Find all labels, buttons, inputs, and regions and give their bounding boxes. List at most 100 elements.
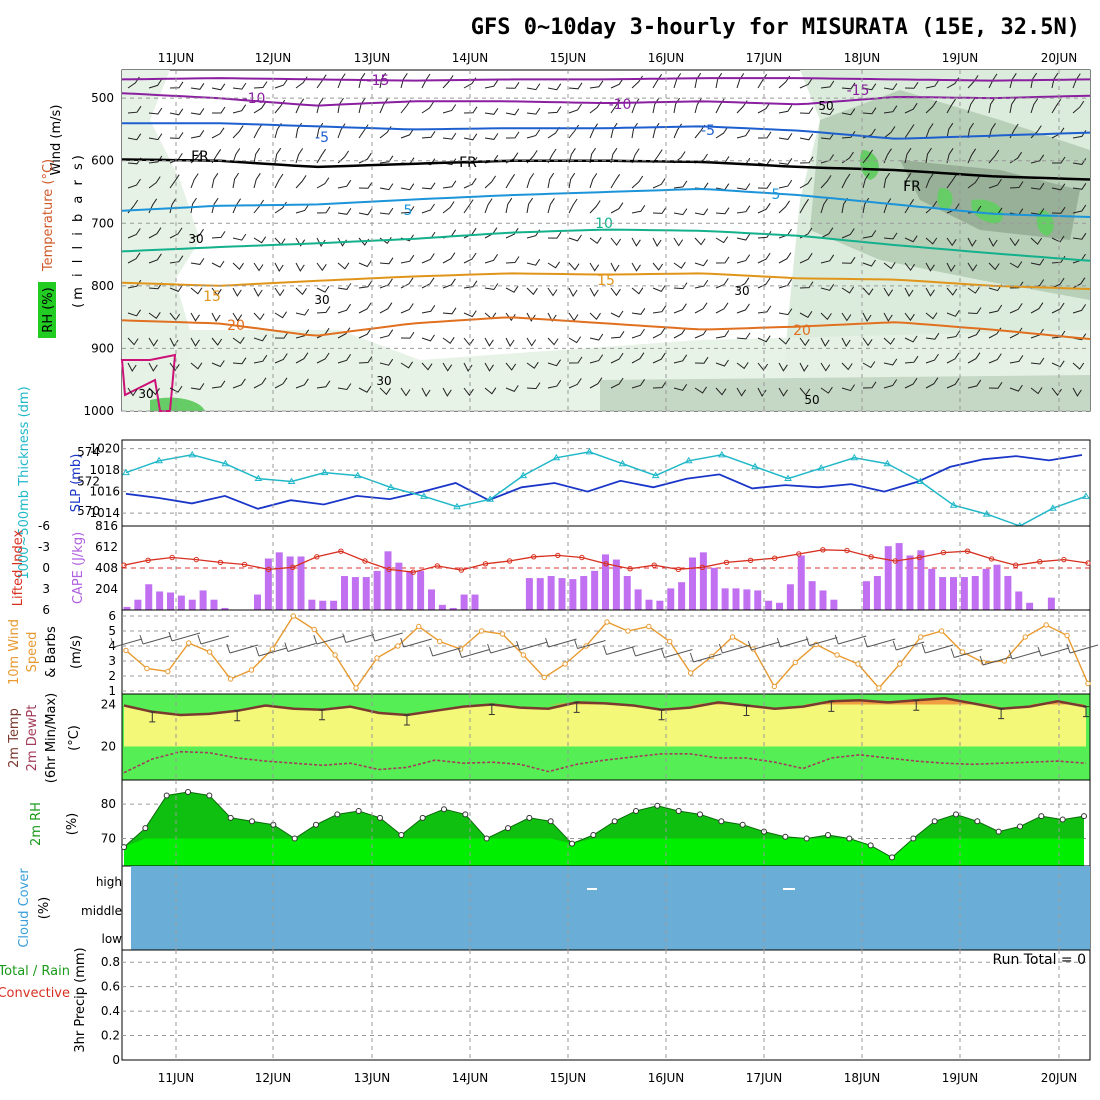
cape-bar [362,577,370,610]
wind-barb [841,131,856,139]
wind-barb [212,106,226,114]
wind-barb [337,123,346,139]
minmax-bar [234,710,241,722]
wind-barb-10m [805,636,838,646]
li-point [506,558,513,564]
wind-barb [673,261,686,269]
cape-tick: 816 [95,519,118,533]
rh-point [697,811,703,818]
thickness-point [353,471,362,479]
pressure-tick: 500 [91,91,114,105]
li-point [362,558,368,564]
minmax-bar [913,699,920,711]
wind-barb [631,237,641,247]
wind-barb [673,237,684,247]
date-label: 15JUN [550,51,587,65]
wind-barb [631,205,646,214]
wind-barb [274,262,284,272]
li-point [579,554,585,561]
wind-barb [316,122,324,139]
wind-barb [547,261,561,269]
wind-barb [211,231,226,239]
wind10m-label: 10m Wind [7,619,22,685]
wind-barb [127,309,142,317]
rh-point [974,818,981,825]
thickness-frame [121,439,1091,527]
cape-bar [297,556,305,610]
wind-barb [505,227,519,239]
wind-speed-point [1064,632,1070,639]
wind-barb [526,258,541,266]
wind-barb [736,233,751,241]
wind-barb [904,235,918,243]
li-point [844,547,850,554]
cape-bar [406,570,414,610]
minmax-bar [573,701,580,713]
wind-barb-10m [371,631,403,642]
wind-speed-point [959,649,966,655]
wind-barb [295,329,310,339]
pressure-tick: 1000 [83,404,114,418]
isotherm-label: 15 [203,289,221,305]
wind-barb [967,262,978,272]
rh2m-label: 2m RH [29,802,44,846]
thickness-line [125,451,1087,527]
temp-tick: 24 [101,697,116,711]
wind-barb [778,362,788,372]
wind-barb [652,178,666,189]
li-tick: -6 [38,519,50,533]
wind-barb [820,198,829,214]
wind-barb [274,78,288,89]
isotherm-label: 10 [595,216,613,232]
li-point [699,564,706,570]
wind-speed-point [520,652,527,658]
wind-barb [316,206,331,214]
wind-barb [904,147,912,164]
wind-barb [736,277,750,289]
wind-barb-10m [429,646,461,657]
wind-barb [1030,237,1043,245]
wind-barb [652,285,666,293]
wind-barb [505,256,520,264]
wind-barb [631,379,646,389]
wind-tick: 4 [108,639,116,653]
date-label: 12JUN [255,51,292,65]
wind-barb-10m [863,637,896,648]
slp-tick: 1020 [89,442,120,456]
isotherm-label: -10 [609,97,632,113]
chart-title: GFS 0~10day 3-hourly for MISURATA (15E, … [471,15,1080,40]
wind-barb [526,337,537,347]
wind-barb [799,311,813,318]
wind-barb [652,305,667,314]
wind-barb [946,174,957,189]
wind-barb-10m [342,633,374,643]
wind-barb [1052,156,1066,164]
cape-bar [199,590,207,610]
wind-barb [547,337,559,346]
wind-barb [589,377,603,389]
wind-barb [799,387,811,396]
wind-barb [694,356,709,364]
wind-barb [505,362,517,371]
wind-barb [337,208,352,215]
date-label: 13JUN [354,51,391,65]
pressure-tick: 900 [91,341,114,355]
wind-barb [568,82,583,90]
rh-point [995,828,1002,835]
wind-barb-10m [1037,646,1070,657]
wind-barb [379,358,394,366]
wind-barb [547,106,562,114]
wind-barb [358,260,372,268]
wind-barb [1030,72,1038,89]
wind-barb [421,131,436,139]
wind-barb [799,133,814,141]
date-label: 17JUN [746,51,783,65]
date-label: 20JUN [1041,1071,1078,1085]
wind-barb [862,149,874,164]
wind-barb [946,262,956,272]
wind-barb [925,147,932,164]
wind-barb [379,207,394,215]
wind-barb [904,172,912,189]
